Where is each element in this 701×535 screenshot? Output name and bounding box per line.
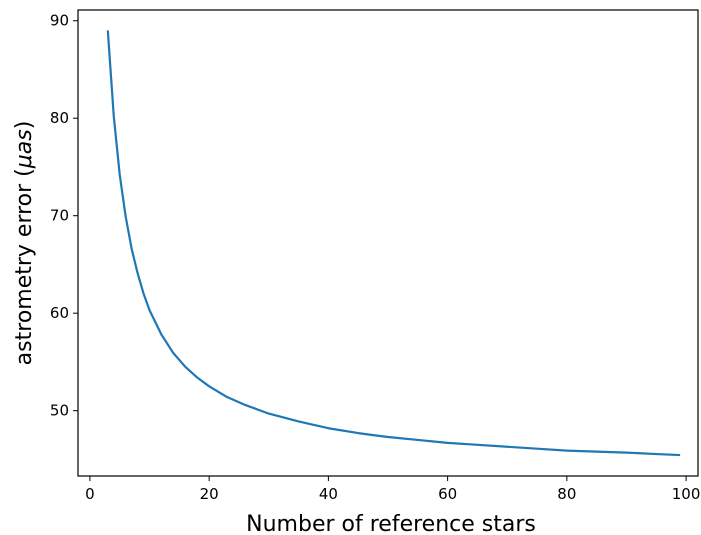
y-tick-label: 80 — [50, 109, 69, 127]
series-layer — [106, 30, 681, 457]
series-line — [106, 30, 681, 457]
x-tick-label: 40 — [319, 485, 338, 503]
x-tick-label: 60 — [438, 485, 457, 503]
y-tick-label: 60 — [50, 304, 69, 322]
y-tick-label: 90 — [50, 12, 69, 30]
y-axis-ticks: 50 60 70 80 90 — [50, 12, 78, 420]
x-tick-label: 20 — [200, 485, 219, 503]
x-axis-ticks: 0 20 40 60 80 100 — [85, 476, 700, 503]
plot-frame — [77, 9, 699, 477]
y-axis-label-suffix: ) — [12, 121, 37, 130]
x-tick-label: 100 — [672, 485, 701, 503]
x-tick-label: 80 — [557, 485, 576, 503]
y-axis-label-unit: μas — [12, 129, 37, 169]
y-tick-label: 70 — [50, 207, 69, 225]
plot-background — [78, 10, 698, 476]
y-axis-label-prefix: astrometry error ( — [12, 168, 37, 365]
x-axis-label: Number of reference stars — [246, 512, 536, 535]
y-tick-label: 50 — [50, 402, 69, 420]
x-tick-label: 0 — [85, 485, 95, 503]
y-axis-label: astrometry error (μas) — [12, 121, 37, 366]
